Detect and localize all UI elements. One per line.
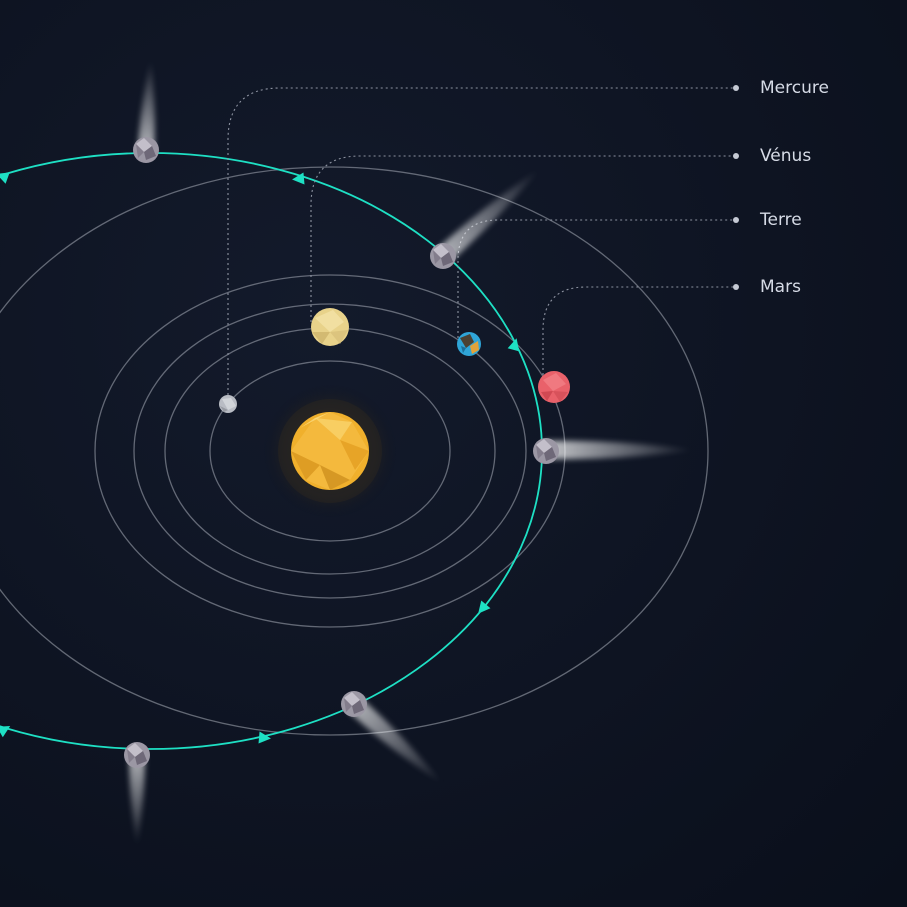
comet-icon: [124, 742, 150, 768]
arrow-icon: [292, 172, 305, 185]
comet-icon: [341, 691, 367, 717]
arrow-icon: [0, 172, 10, 184]
comet-icon: [430, 243, 456, 269]
label-mercury: Mercure: [760, 78, 829, 98]
earth-icon: [457, 332, 481, 356]
mercury-icon: [219, 395, 237, 413]
leader-dots: [733, 85, 739, 290]
arrow-icon: [0, 726, 11, 738]
arrow-icon: [507, 338, 520, 352]
label-mars: Mars: [760, 277, 801, 297]
label-earth: Terre: [759, 210, 802, 230]
comet-tails: [129, 58, 695, 847]
arrow-icon: [258, 731, 271, 744]
orbit-earth: [133, 303, 527, 599]
leader-mercury: [227, 87, 735, 400]
sun-icon: [264, 385, 396, 517]
arrow-icon: [478, 600, 491, 614]
leader-venus: [310, 155, 735, 322]
mars-icon: [538, 371, 570, 403]
leader-mars: [542, 286, 735, 380]
orbit-outer: [0, 166, 709, 736]
comet-icon: [133, 137, 159, 163]
label-venus: Vénus: [760, 146, 811, 166]
orbit-mercury: [209, 360, 451, 542]
venus-icon: [311, 308, 349, 346]
comet-icon: [533, 438, 559, 464]
